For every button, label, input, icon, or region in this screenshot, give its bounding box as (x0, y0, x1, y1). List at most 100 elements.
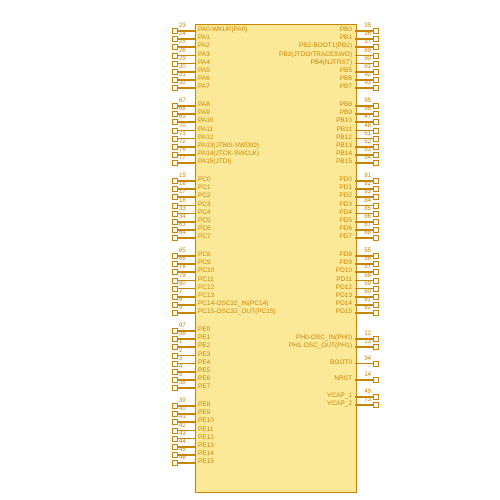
pin-end (172, 186, 178, 192)
pin-number: 56 (364, 256, 371, 262)
pin-number: 81 (364, 173, 371, 179)
pin-number: 69 (179, 114, 186, 120)
pin-number: 54 (364, 155, 371, 161)
pin-end (172, 235, 178, 241)
pin-label: PA13(JTMS-SWDIO) (198, 142, 259, 149)
pin-label: PC1 (198, 184, 211, 191)
pin-end (373, 28, 379, 34)
pin-end (373, 77, 379, 83)
pin-number: 36 (364, 31, 371, 37)
pin-number: 3 (179, 356, 182, 362)
pin-number: 7 (179, 289, 182, 295)
pin-number: 57 (364, 264, 371, 270)
pin-number: 39 (179, 398, 186, 404)
pin-number: 90 (364, 56, 371, 62)
pin-end (373, 394, 379, 400)
pin-end (373, 402, 379, 408)
pin-label: PD0 (339, 176, 352, 183)
pin-end (172, 377, 178, 383)
pin-end (172, 328, 178, 334)
pin-number: 45 (179, 447, 186, 453)
pin-number: 80 (179, 281, 186, 287)
pin-number: 18 (179, 198, 186, 204)
pin-end (172, 436, 178, 442)
pin-label: PD2 (339, 192, 352, 199)
pin-line (355, 363, 373, 365)
pin-end (373, 235, 379, 241)
pin-line (355, 346, 373, 348)
pin-end (172, 419, 178, 425)
pin-number: 97 (179, 323, 186, 329)
pin-number: 41 (179, 414, 186, 420)
pin-end (373, 186, 379, 192)
pin-end (172, 219, 178, 225)
pin-end (172, 36, 178, 42)
pin-label: PB11 (337, 126, 352, 133)
pin-label: PD9 (339, 259, 352, 266)
pin-end (172, 411, 178, 417)
pin-end (172, 361, 178, 367)
pin-end (172, 385, 178, 391)
pin-end (373, 261, 379, 267)
pin-number: 98 (179, 331, 186, 337)
pin-end (373, 310, 379, 316)
pin-end (373, 286, 379, 292)
pin-end (172, 261, 178, 267)
pin-label: PD11 (336, 276, 352, 283)
pin-label: PD13 (336, 292, 352, 299)
pin-end (373, 194, 379, 200)
pin-end (172, 44, 178, 50)
pin-label: PD5 (339, 217, 352, 224)
pin-label: PE6 (198, 375, 210, 382)
pin-end (373, 85, 379, 91)
pin-line (177, 237, 195, 239)
pin-label: PH0-OSC_IN(PH0) (296, 334, 352, 341)
pin-number: 77 (179, 155, 186, 161)
pin-end (172, 336, 178, 342)
pin-line (177, 312, 195, 314)
pin-label: VCAP_2 (327, 400, 352, 407)
pin-end (373, 44, 379, 50)
pin-number: 93 (364, 80, 371, 86)
pin-end (172, 53, 178, 59)
pin-number: 32 (179, 80, 186, 86)
pin-label: PC8 (198, 251, 211, 258)
pin-label: PB2-BOOT1(PB2) (299, 42, 352, 49)
pin-number: 24 (179, 31, 186, 37)
pin-number: 73 (364, 397, 371, 403)
pin-end (172, 160, 178, 166)
pin-label: PE14 (198, 450, 214, 457)
pin-label: PD6 (339, 225, 352, 232)
pin-number: 60 (364, 289, 371, 295)
pin-number: 82 (364, 181, 371, 187)
pin-label: PE8 (198, 401, 210, 408)
pin-number: 78 (179, 264, 186, 270)
pin-line (177, 462, 195, 464)
pin-label: PD7 (339, 233, 352, 240)
pin-number: 40 (179, 406, 186, 412)
pin-number: 17 (179, 189, 186, 195)
pin-label: PC15-OSC32_OUT(PC15) (198, 308, 276, 315)
pin-end (172, 111, 178, 117)
pin-number: 84 (364, 198, 371, 204)
pin-label: PB1 (340, 34, 352, 41)
pin-number: 43 (179, 431, 186, 437)
pin-number: 52 (364, 139, 371, 145)
pin-line (177, 387, 195, 389)
pin-number: 63 (179, 222, 186, 228)
pin-number: 95 (364, 98, 371, 104)
pin-label: PC12 (198, 284, 214, 291)
pin-label: PE5 (198, 367, 210, 374)
pin-label: PE3 (198, 351, 210, 358)
pin-number: 23 (179, 23, 186, 29)
pin-number: 37 (364, 39, 371, 45)
pin-line (355, 237, 373, 239)
pin-label: PE4 (198, 359, 210, 366)
pin-number: 62 (364, 305, 371, 311)
pin-label: PB14 (336, 150, 352, 157)
pin-label: PD14 (336, 300, 352, 307)
pin-label: PA3 (198, 51, 210, 58)
pin-number: 55 (364, 248, 371, 254)
pin-end (172, 103, 178, 109)
pin-end (373, 294, 379, 300)
